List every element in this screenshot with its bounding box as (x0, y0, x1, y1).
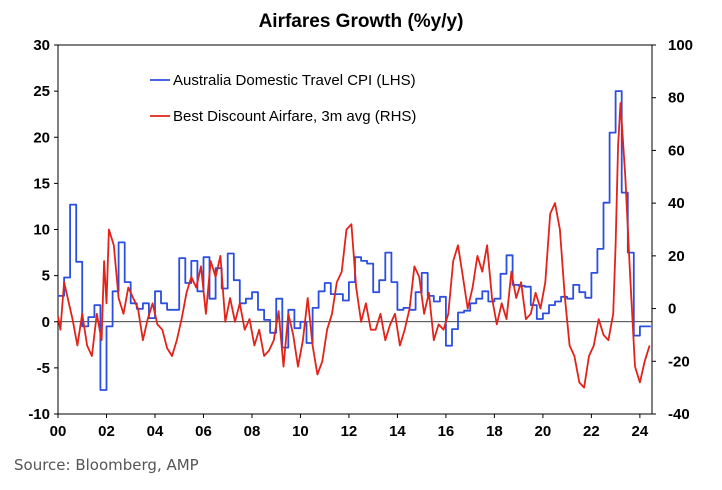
left-tick-label: 0 (42, 314, 50, 331)
x-tick-label: 14 (389, 423, 406, 440)
series-layer (57, 90, 651, 391)
left-tick-label: 20 (33, 129, 50, 146)
series-line-cpi (58, 90, 651, 391)
right-tick-label: 40 (668, 195, 685, 212)
left-tick-label: 10 (33, 222, 50, 239)
legend: Australia Domestic Travel CPI (LHS) Best… (150, 72, 416, 125)
left-tick-label: -10 (28, 406, 50, 423)
right-axis-ticks: -40 -20 0 20 40 60 80 100 (652, 37, 693, 423)
x-tick-label: 16 (438, 423, 455, 440)
right-tick-label: -20 (668, 353, 690, 370)
right-tick-label: 100 (668, 37, 693, 54)
chart: Airfares Growth (%y/y) -10 -5 0 5 10 15 20 25 30… (28, 11, 693, 440)
x-tick-label: 12 (341, 423, 358, 440)
left-axis-ticks: -10 -5 0 5 10 15 20 25 30 (28, 37, 58, 423)
x-tick-label: 00 (50, 423, 67, 440)
left-tick-label: 15 (33, 175, 50, 192)
x-tick-label: 04 (147, 423, 164, 440)
legend-label-cpi: Australia Domestic Travel CPI (LHS) (173, 72, 416, 89)
left-tick-label: 5 (42, 268, 50, 285)
right-tick-label: 80 (668, 90, 685, 107)
x-tick-label: 20 (535, 423, 552, 440)
right-tick-label: 0 (668, 301, 676, 318)
source-note: Source: Bloomberg, AMP (14, 456, 199, 474)
x-tick-label: 10 (292, 423, 309, 440)
right-tick-label: -40 (668, 406, 690, 423)
legend-label-airfare: Best Discount Airfare, 3m avg (RHS) (173, 108, 416, 125)
right-tick-label: 60 (668, 142, 685, 159)
x-tick-label: 02 (98, 423, 115, 440)
x-tick-label: 18 (486, 423, 503, 440)
left-tick-label: -5 (37, 360, 50, 377)
chart-title: Airfares Growth (%y/y) (259, 11, 464, 32)
x-tick-label: 22 (583, 423, 600, 440)
plot-frame (57, 44, 653, 415)
x-tick-label: 08 (244, 423, 261, 440)
x-tick-label: 24 (632, 423, 649, 440)
left-tick-label: 25 (33, 83, 50, 100)
left-tick-label: 30 (33, 37, 50, 54)
right-tick-label: 20 (668, 248, 685, 265)
x-tick-label: 06 (195, 423, 212, 440)
x-axis-ticks: 00 02 04 06 08 10 12 14 16 18 20 22 24 (50, 414, 649, 440)
series-line-airfare (57, 102, 651, 389)
